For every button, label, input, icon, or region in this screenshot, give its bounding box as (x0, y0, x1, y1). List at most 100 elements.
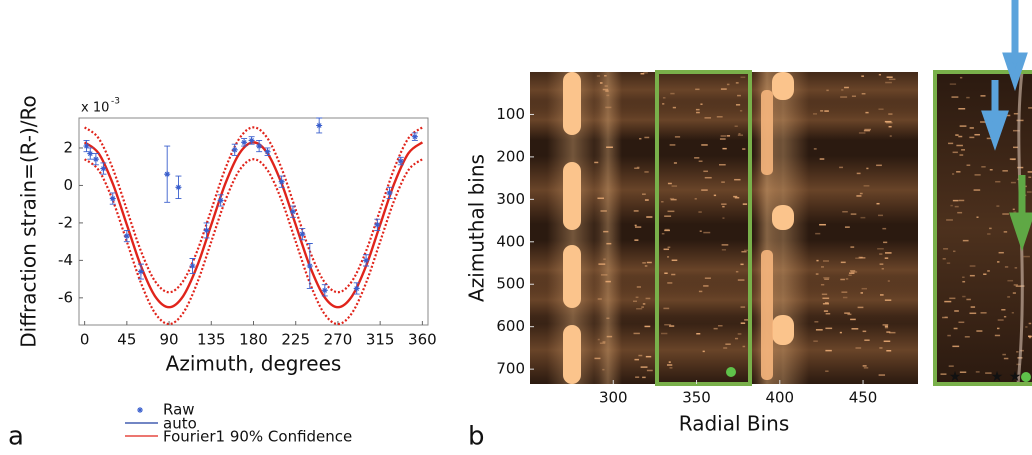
texture (851, 95, 856, 97)
texture (699, 230, 702, 232)
texture (969, 274, 975, 277)
texture (604, 75, 607, 77)
texture (959, 125, 967, 127)
texture (713, 327, 718, 330)
texture (563, 245, 581, 308)
texture (860, 292, 864, 294)
texture (1010, 181, 1016, 184)
texture (879, 294, 884, 296)
texture (636, 307, 643, 310)
texture (940, 373, 947, 375)
texture (603, 230, 609, 233)
texture (822, 303, 829, 305)
texture (723, 347, 728, 349)
texture (1024, 185, 1027, 188)
texture (633, 210, 639, 212)
texture (862, 365, 867, 367)
texture (820, 110, 824, 112)
texture (851, 328, 859, 330)
texture (878, 214, 883, 217)
texture (860, 257, 866, 259)
texture (644, 199, 649, 201)
texture (721, 249, 727, 251)
y-tick-label: -4 (58, 251, 73, 269)
texture (634, 224, 637, 227)
texture (735, 82, 739, 84)
texture (966, 96, 970, 99)
texture (858, 132, 866, 134)
texture (606, 242, 612, 245)
texture (737, 134, 744, 136)
texture (997, 319, 1004, 321)
raw-marker (164, 171, 171, 178)
raw-marker (109, 195, 116, 202)
texture (994, 334, 1001, 337)
texture (840, 261, 846, 264)
raw-point (386, 186, 393, 200)
texture (1013, 146, 1019, 149)
texture (824, 302, 829, 304)
texture (698, 290, 703, 293)
texture (663, 248, 670, 251)
texture (879, 253, 883, 255)
raw-point (231, 143, 238, 156)
texture (885, 252, 892, 254)
texture (976, 330, 983, 332)
texture (644, 136, 650, 139)
raw-marker (278, 178, 285, 185)
texture (888, 113, 893, 115)
texture (640, 72, 645, 75)
texture (825, 370, 829, 372)
y-tick-label: 300 (496, 190, 525, 208)
texture (876, 164, 882, 167)
texture (878, 73, 882, 76)
x-tick-label: 45 (117, 331, 136, 349)
texture (953, 327, 958, 330)
texture (815, 273, 819, 275)
texture (646, 369, 653, 372)
texture (667, 246, 671, 249)
texture (646, 261, 652, 264)
texture (878, 108, 884, 110)
texture (734, 125, 738, 128)
texture (974, 133, 980, 136)
texture (694, 157, 700, 159)
texture (954, 205, 959, 208)
texture (949, 297, 956, 300)
texture (1028, 176, 1032, 179)
texture (966, 164, 971, 166)
texture (944, 300, 952, 303)
texture (701, 144, 708, 146)
texture (740, 322, 746, 324)
texture (879, 263, 884, 265)
texture (882, 227, 887, 230)
texture (721, 244, 729, 246)
texture (605, 106, 612, 109)
raw-point (100, 162, 107, 175)
texture (863, 129, 870, 132)
texture (719, 138, 726, 140)
texture (671, 273, 676, 276)
texture (594, 72, 622, 384)
texture (958, 135, 963, 138)
texture (669, 144, 676, 146)
texture (969, 312, 977, 315)
texture (671, 185, 678, 187)
texture (663, 307, 670, 310)
texture (856, 172, 861, 175)
texture (734, 178, 741, 181)
texture (737, 333, 742, 335)
raw-point (363, 254, 370, 267)
texture (946, 262, 951, 264)
texture (996, 205, 1000, 207)
texture (667, 256, 670, 258)
marker-dot (726, 367, 736, 377)
raw-point (175, 175, 182, 200)
arrows: ★ ★ ★ (949, 0, 1032, 385)
texture (739, 110, 743, 112)
raw-marker (137, 268, 144, 275)
texture (952, 151, 958, 154)
raw-marker (264, 148, 271, 155)
y-axis-title: Azimuthal bins (465, 154, 489, 302)
